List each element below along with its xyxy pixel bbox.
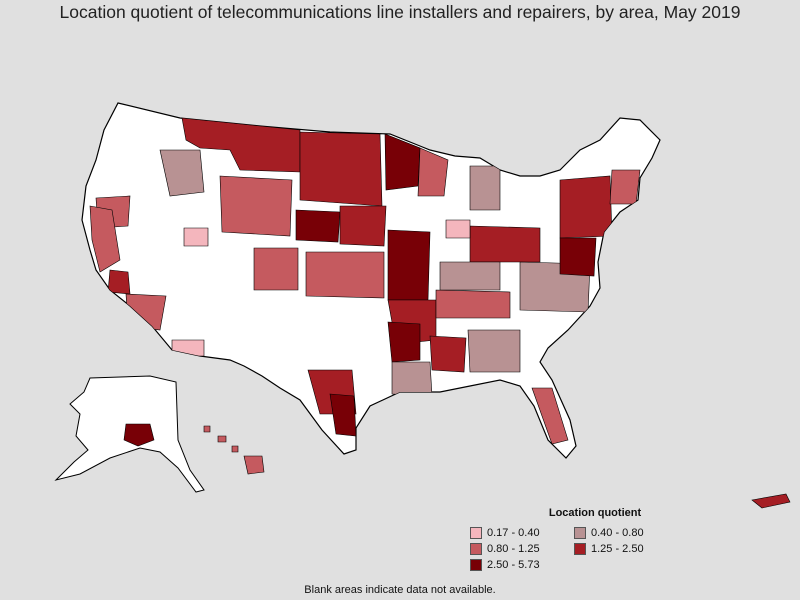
region-tennessee: [435, 289, 511, 319]
region-arizona: [125, 293, 167, 331]
region-nebraska: [339, 205, 387, 247]
region-mid-atlantic: [559, 237, 597, 277]
puerto-rico: [751, 493, 791, 509]
legend-swatch: [470, 526, 482, 539]
region-nebraska-dark: [295, 209, 341, 243]
region-minnesota-dark: [384, 133, 421, 191]
region-northeast: [559, 175, 613, 239]
alaska-region-dark: [123, 423, 155, 447]
region-ohio-valley: [469, 225, 541, 263]
legend-item: 0.80 - 1.25: [470, 541, 574, 556]
region-idaho: [159, 149, 205, 197]
legend-label: 1.25 - 2.50: [591, 542, 644, 555]
region-new-england: [609, 169, 641, 205]
region-california-south: [107, 269, 131, 295]
region-utah-pink: [183, 227, 209, 247]
legend-swatch: [470, 558, 482, 571]
legend: Location quotient 0.17 - 0.40 0.40 - 0.8…: [470, 507, 680, 572]
region-kansas: [305, 251, 385, 299]
legend-label: 0.17 - 0.40: [487, 526, 540, 539]
hawaii: [203, 425, 265, 475]
legend-label: 0.80 - 1.25: [487, 542, 540, 555]
legend-item: 0.40 - 0.80: [574, 525, 678, 540]
region-iowa-missouri: [387, 229, 431, 301]
legend-swatch: [574, 542, 586, 555]
legend-swatch: [470, 542, 482, 555]
region-texas-central: [329, 393, 357, 437]
legend-label: 2.50 - 5.73: [487, 558, 540, 571]
region-louisiana: [391, 361, 433, 397]
region-arkansas: [387, 321, 421, 363]
legend-item: 0.17 - 0.40: [470, 525, 574, 540]
region-georgia: [467, 329, 521, 373]
region-wyoming: [219, 175, 293, 237]
legend-title: Location quotient: [548, 507, 642, 519]
region-california-coast: [89, 205, 121, 273]
region-dakotas: [299, 131, 383, 207]
region-kentucky: [439, 261, 501, 291]
region-michigan: [469, 165, 501, 211]
legend-swatch: [574, 526, 586, 539]
legend-item: 2.50 - 5.73: [470, 557, 574, 572]
region-colorado: [253, 247, 299, 291]
region-indiana-pink: [445, 219, 471, 239]
region-florida: [531, 387, 569, 445]
legend-item: 1.25 - 2.50: [574, 541, 678, 556]
region-alabama: [429, 335, 467, 373]
legend-label: 0.40 - 0.80: [591, 526, 644, 539]
region-wisconsin: [417, 147, 449, 197]
map-title: Location quotient of telecommunications …: [59, 2, 741, 22]
footnote: Blank areas indicate data not available.: [304, 584, 496, 596]
